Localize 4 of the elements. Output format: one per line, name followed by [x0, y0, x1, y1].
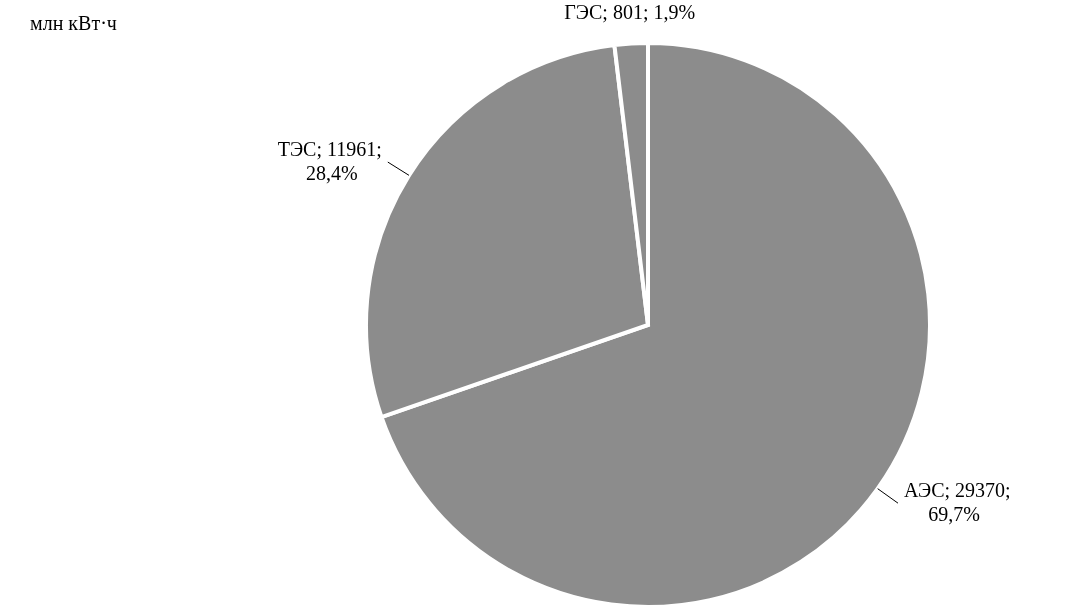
slice-label: ТЭС; 11961; 28,4% — [277, 138, 382, 185]
slice-label: ГЭС; 801; 1,9% — [564, 0, 696, 23]
text: млн кВт·ч — [30, 12, 117, 34]
slice-label: АЭС; 29370; 69,7% — [904, 479, 1011, 526]
